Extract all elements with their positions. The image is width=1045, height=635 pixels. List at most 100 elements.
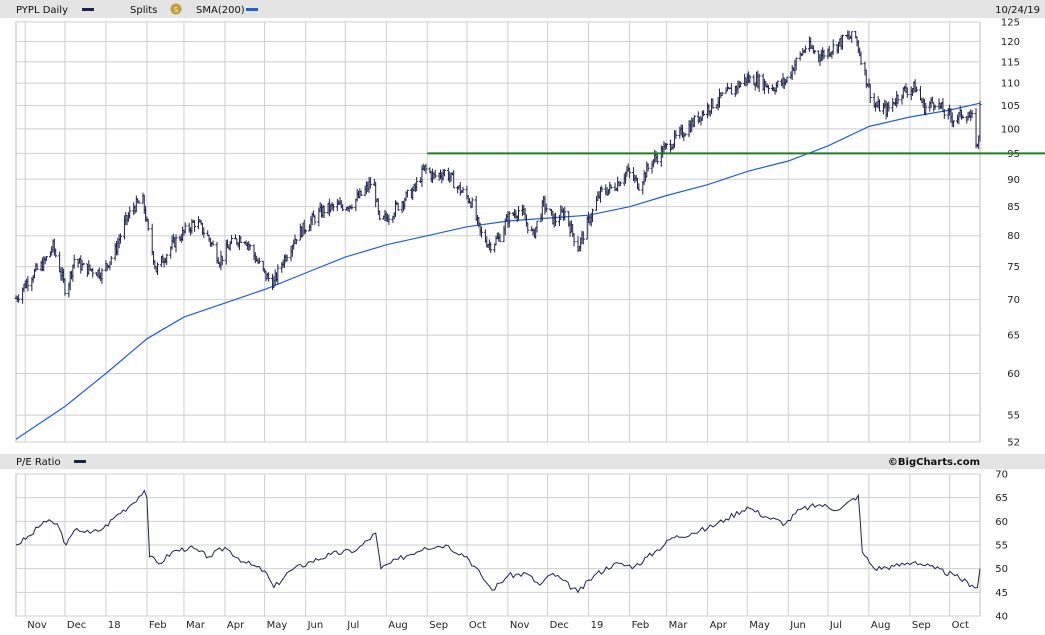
x-tick-label: Mar: [186, 620, 206, 631]
ohlc-bar: [591, 208, 595, 223]
sma-legend-swatch: [246, 8, 258, 11]
symbol-label: PYPL Daily: [16, 5, 68, 16]
pe-label: P/E Ratio: [16, 457, 61, 468]
x-tick-label: 18: [108, 620, 121, 631]
ohlc-bar: [544, 203, 548, 213]
ohlc-bar: [702, 110, 706, 117]
ohlc-bar: [850, 31, 854, 43]
ohlc-bar: [220, 255, 224, 266]
ohlc-bar: [637, 183, 641, 191]
x-tick-label: Apr: [710, 620, 728, 631]
ohlc-bar: [813, 49, 817, 55]
price-y-tick-label: 70: [1007, 295, 1020, 306]
ohlc-bar: [757, 73, 761, 92]
ohlc-bar: [128, 206, 132, 219]
ohlc-bar: [840, 34, 844, 50]
ohlc-bar: [267, 272, 271, 282]
price-y-tick-label: 80: [1007, 231, 1020, 242]
x-tick-label: Mar: [669, 620, 689, 631]
ohlc-bar: [479, 226, 483, 238]
ohlc-bar: [193, 220, 197, 232]
ohlc-bar: [618, 181, 622, 187]
ohlc-bar: [859, 51, 863, 66]
price-grid: [16, 21, 980, 443]
pe-legend-swatch: [74, 460, 86, 463]
ohlc-bar: [54, 248, 58, 258]
pe-ratio-line: [15, 489, 981, 594]
ohlc-bar: [609, 184, 613, 189]
ohlc-bar: [118, 233, 122, 244]
price-panel: [15, 21, 981, 443]
ohlc-bar: [581, 231, 585, 245]
ohlc-bar: [350, 204, 354, 210]
ohlc-bar: [183, 222, 187, 234]
ohlc-bar: [137, 200, 141, 204]
ohlc-bar: [683, 133, 687, 137]
ohlc-bar: [174, 234, 178, 253]
header-band: [0, 0, 1045, 18]
pe-y-tick-label: 45: [995, 588, 1008, 599]
price-y-tick-label: 110: [1001, 79, 1020, 90]
ohlc-bar: [915, 86, 919, 93]
ohlc-bar: [72, 254, 76, 269]
ohlc-bar: [794, 57, 798, 71]
price-y-tick-label: 65: [1007, 331, 1020, 342]
ohlc-bar: [970, 110, 974, 119]
ohlc-bar: [63, 278, 67, 296]
price-y-tick-label: 105: [1001, 101, 1020, 112]
ohlc-bar: [91, 267, 95, 278]
ohlc-bar: [961, 114, 965, 119]
price-y-tick-label: 55: [1007, 411, 1020, 422]
ohlc-bar: [952, 120, 956, 128]
ohlc-bar: [109, 256, 113, 266]
ohlc-bar: [554, 212, 558, 226]
ohlc-bar: [415, 176, 419, 192]
x-tick-label: Jun: [307, 620, 324, 631]
ohlc-bar: [766, 84, 770, 94]
price-y-axis: 52556065707580859095100105110115120125: [1001, 18, 1020, 449]
ohlc-bar: [739, 81, 743, 88]
ohlc-bar: [211, 240, 215, 246]
ohlc-bar: [720, 92, 724, 96]
ohlc-bar: [17, 294, 21, 303]
ohlc-bar: [776, 80, 780, 88]
pe-header-band: [0, 454, 1045, 469]
price-y-tick-label: 115: [1001, 57, 1020, 68]
pe-grid: [16, 473, 980, 617]
ohlc-bar: [146, 218, 150, 231]
ohlc-bar: [424, 163, 428, 174]
ohlc-bar: [535, 220, 539, 233]
price-y-tick-label: 75: [1007, 262, 1020, 273]
ohlc-bar: [665, 143, 669, 149]
price-y-tick-label: 90: [1007, 175, 1020, 186]
ohlc-bar: [600, 185, 604, 193]
ohlc-bar: [887, 101, 891, 112]
ohlc-bar: [978, 100, 982, 142]
ohlc-bar: [285, 254, 289, 262]
ohlc-bar: [692, 115, 696, 128]
ohlc-bar: [711, 98, 715, 109]
ohlc-bar: [507, 211, 511, 228]
ohlc-bar: [257, 257, 261, 264]
sma-label: SMA(200): [196, 5, 245, 16]
ohlc-bar: [304, 229, 308, 234]
ohlc-bar: [165, 253, 169, 266]
pe-y-tick-label: 50: [995, 564, 1008, 575]
ohlc-bar: [341, 204, 345, 212]
ohlc-bar: [359, 190, 363, 196]
ohlc-bar: [452, 170, 456, 189]
x-tick-label: May: [267, 620, 288, 631]
ohlc-bar: [905, 87, 909, 98]
pe-y-tick-label: 40: [995, 612, 1008, 623]
ohlc-bar: [155, 262, 159, 276]
ohlc-bar: [239, 236, 243, 243]
ohlc-bar: [822, 49, 826, 60]
x-tick-label: May: [749, 620, 770, 631]
x-tick-label: Aug: [388, 620, 408, 631]
x-tick-label: Oct: [469, 620, 486, 631]
ohlc-bar: [489, 242, 493, 253]
pe-y-tick-label: 55: [995, 541, 1008, 552]
price-y-tick-label: 60: [1007, 369, 1020, 380]
x-tick-label: Oct: [952, 620, 969, 631]
ohlc-bar: [933, 104, 937, 110]
